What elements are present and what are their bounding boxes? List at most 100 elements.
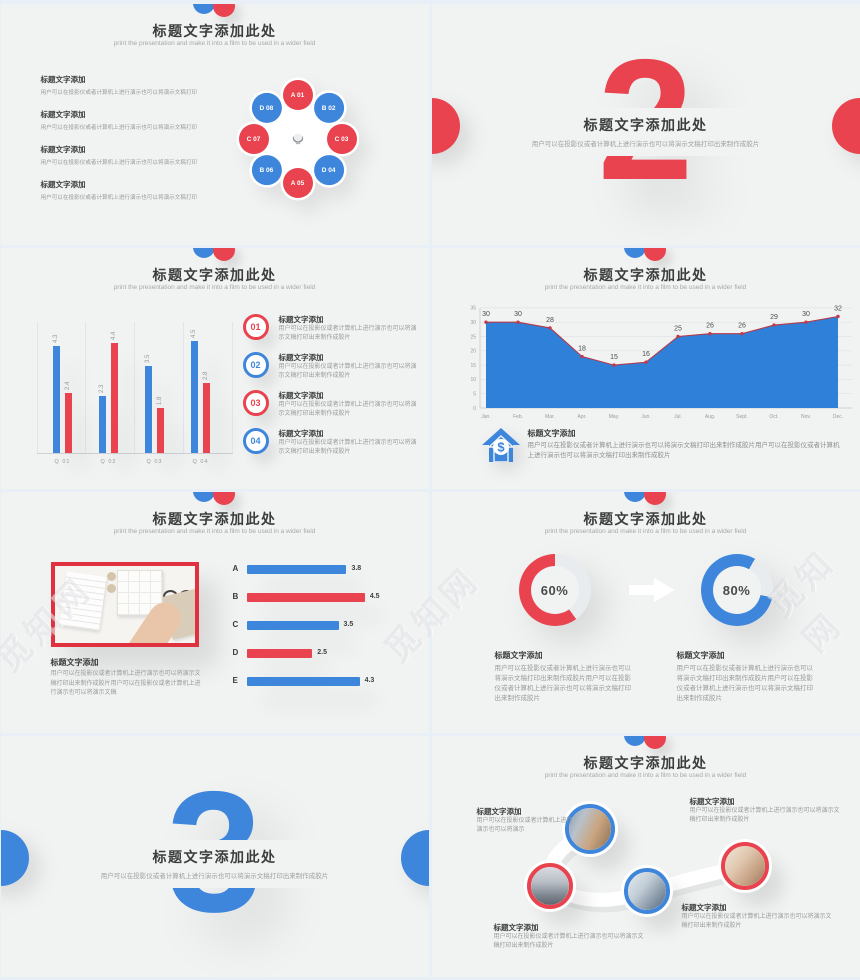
list-item: 03 标题文字添加 用户可以在投影仪或者计算机上进行演示也可以将演示文稿打印出来制作… bbox=[242, 390, 421, 424]
petal-circle: C 03 bbox=[326, 124, 357, 154]
node-body: 用户可以在投影仪或者计算机上进行演示也可以将演示文稿打印出来制作成胶片 bbox=[689, 808, 840, 824]
bar-category-label: B bbox=[232, 592, 239, 601]
item-body: 用户可以在投影仪或者计算机上进行演示也可以将演示文稿打印出来制作成胶片 bbox=[278, 326, 417, 342]
y-tick-label: 20 bbox=[470, 349, 476, 355]
slide-subtitle: print the presentation and make it into … bbox=[113, 40, 316, 47]
node-heading: 标题文字添加 bbox=[689, 797, 735, 806]
photo-node bbox=[720, 842, 769, 890]
svg-text:$: $ bbox=[497, 440, 505, 455]
item-body: 用户可以在投影仪或者计算机上进行演示也可以将演示文稿打印出来制作成胶片 bbox=[278, 364, 417, 380]
bar-value-label: 3.5 bbox=[343, 621, 354, 628]
x-tick-label: Aug. bbox=[704, 414, 714, 420]
data-point bbox=[483, 320, 488, 324]
area-line bbox=[485, 315, 838, 366]
bar-category-label: Q 01 bbox=[54, 459, 71, 465]
data-point bbox=[803, 320, 808, 324]
item-heading: 标题文字添加 bbox=[278, 353, 324, 362]
chart-bar bbox=[98, 395, 106, 453]
y-tick-label: 5 bbox=[473, 392, 476, 398]
slide-subtitle: print the presentation and make it into … bbox=[544, 772, 747, 779]
slide-subtitle: 用户可以在投影仪或者计算机上进行演示也可以将演示文稿打印出来制作成胶片 bbox=[100, 873, 329, 880]
chart-bar bbox=[202, 383, 210, 453]
chart-gridline bbox=[182, 322, 184, 454]
bar-value-label: 2.8 bbox=[203, 371, 209, 380]
number-badge: 04 bbox=[242, 428, 269, 454]
chart-bar bbox=[52, 345, 60, 453]
gauge-body: 用户可以在投影仪或者计算机上进行演示也可以将演示文稿打印出来制作成胶片用户可以在… bbox=[494, 665, 632, 703]
item-heading: 标题文字添加 bbox=[40, 75, 86, 84]
chart-axis bbox=[36, 453, 233, 454]
slide-2[interactable]: 2 标题文字添加此处 用户可以在投影仪或者计算机上进行演示也可以将演示文稿打印出… bbox=[431, 4, 860, 245]
item-body: 用户可以在投影仪或者计算机上进行演示也可以将演示文稿打印出来制作成胶片 bbox=[278, 402, 417, 418]
chart-bar bbox=[110, 343, 118, 453]
bar-value-label: 4.3 bbox=[364, 677, 375, 684]
list-item: 04 标题文字添加 用户可以在投影仪或者计算机上进行演示也可以将演示文稿打印出来制作… bbox=[242, 428, 421, 462]
slide-subtitle: 用户可以在投影仪或者计算机上进行演示也可以将演示文稿打印出来制作成胶片 bbox=[531, 141, 760, 148]
bar-value-label: 4.5 bbox=[191, 329, 197, 338]
node-body: 用户可以在投影仪或者计算机上进行演示也可以将演示 bbox=[476, 818, 573, 834]
slide-3[interactable]: 标题文字添加此处 print the presentation and make… bbox=[0, 248, 429, 489]
slide-title: 标题文字添加此处 bbox=[583, 117, 708, 133]
donut-gauge: 60% bbox=[518, 554, 591, 626]
bar-category-label: Q 03 bbox=[146, 459, 163, 465]
title-band: 标题文字添加此处 用户可以在投影仪或者计算机上进行演示也可以将演示文稿打印出来制… bbox=[431, 108, 860, 156]
bar-category-label: Q 02 bbox=[100, 459, 117, 465]
chart-bar bbox=[246, 621, 339, 630]
data-point bbox=[547, 326, 552, 330]
bar-value-label: 4.3 bbox=[53, 334, 59, 343]
slide-5[interactable]: 标题文字添加此处 print the presentation and make… bbox=[0, 492, 429, 733]
node-body: 用户可以在投影仪或者计算机上进行演示也可以将演示文稿打印出来制作成胶片 bbox=[493, 934, 644, 950]
x-tick-label: Feb. bbox=[512, 414, 522, 420]
node-heading: 标题文字添加 bbox=[681, 903, 727, 912]
slide-title: 标题文字添加此处 bbox=[583, 755, 708, 771]
people-photo bbox=[627, 872, 666, 910]
item-heading: 标题文字添加 bbox=[40, 180, 86, 189]
slide-title: 标题文字添加此处 bbox=[583, 511, 708, 527]
data-point bbox=[611, 363, 616, 367]
value-label: 30 bbox=[514, 311, 522, 318]
slide-4[interactable]: 标题文字添加此处 print the presentation and make… bbox=[431, 248, 860, 489]
list-item: 标题文字添加用户可以在投影仪或者计算机上进行演示也可以将演示文稿打印 bbox=[41, 74, 206, 96]
item-body: 用户可以在投影仪或者计算机上进行演示也可以将演示文稿打印 bbox=[40, 90, 198, 96]
slide-7[interactable]: 3 标题文字添加此处 用户可以在投影仪或者计算机上进行演示也可以将演示文稿打印出… bbox=[0, 736, 429, 977]
x-tick-label: Nov. bbox=[801, 414, 811, 420]
desk-photo bbox=[50, 562, 199, 647]
area-fill bbox=[485, 316, 838, 408]
gauge-percent-label: 80% bbox=[712, 566, 761, 614]
list-item: 标题文字添加 用户可以在投影仪或者计算机上进行演示也可以将演示文稿打印 bbox=[41, 109, 206, 131]
coin-shape bbox=[106, 584, 116, 593]
slide-6[interactable]: 标题文字添加此处 print the presentation and make… bbox=[431, 492, 860, 733]
slide-subtitle: print the presentation and make it into … bbox=[113, 528, 316, 535]
x-tick-label: Jun. bbox=[641, 414, 650, 420]
chart-bar bbox=[64, 393, 72, 453]
chart-gridline bbox=[134, 322, 135, 454]
slide-subtitle: print the presentation and make it into … bbox=[113, 284, 316, 291]
value-label: 25 bbox=[674, 326, 682, 333]
gauge-percent-label: 60% bbox=[530, 566, 579, 614]
petal-circle: A 01 bbox=[282, 80, 313, 110]
value-label: 32 bbox=[834, 305, 842, 312]
people-photo bbox=[568, 808, 611, 850]
item-heading: 标题文字添加 bbox=[278, 315, 324, 324]
people-photo bbox=[530, 867, 569, 905]
list-item: 02 标题文字添加 用户可以在投影仪或者计算机上进行演示也可以将演示文稿打印出来制作… bbox=[242, 352, 421, 386]
area-chart: 35 30 25 20 15 10 5 0 30 Jan. 30 Feb. 28 Mar. 18 Apr. 15… bbox=[470, 305, 852, 420]
chart-bar bbox=[246, 677, 360, 686]
slide-subtitle: print the presentation and make it into … bbox=[544, 284, 747, 291]
y-tick-label: 25 bbox=[470, 334, 476, 340]
item-body: 用户可以在投影仪或者计算机上进行演示也可以将演示文稿打印出来制作成胶片 bbox=[278, 440, 417, 456]
petal-circle: D 08 bbox=[251, 92, 282, 123]
bar-value-label: 2.4 bbox=[65, 381, 71, 390]
chart-gridline bbox=[85, 322, 87, 454]
bar-value-label: 4.5 bbox=[369, 593, 380, 600]
slide-1[interactable]: 标题文字添加此处 print the presentation and make… bbox=[0, 4, 429, 245]
item-body: 用户可以在投影仪或者计算机上进行演示也可以将演示文稿打印 bbox=[40, 195, 198, 201]
slide-8[interactable]: 标题文字添加此处 print the presentation and make… bbox=[431, 736, 860, 977]
item-heading: 标题文字添加 bbox=[40, 110, 86, 119]
value-label: 26 bbox=[706, 323, 714, 330]
value-label: 26 bbox=[738, 323, 746, 330]
item-heading: 标题文字添加 bbox=[40, 145, 86, 154]
y-tick-label: 0 bbox=[473, 406, 476, 412]
caption-heading: 标题文字添加 bbox=[50, 658, 99, 667]
